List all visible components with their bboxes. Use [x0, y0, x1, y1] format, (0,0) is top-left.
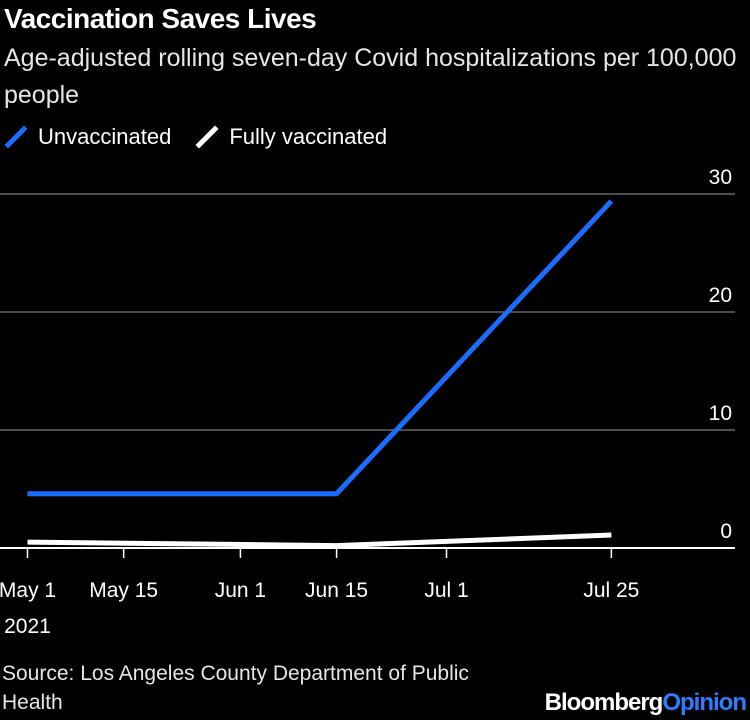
- legend-label-unvaccinated: Unvaccinated: [38, 124, 172, 149]
- series-lines: [27, 199, 614, 549]
- x-axis-ticks: May 1 2021 May 15 Jun 1 Jun 15 Jul 1 Jul 25: [0, 548, 639, 638]
- x-tick-label: Jul 1: [424, 579, 468, 602]
- x-tick-label: May 1: [0, 579, 56, 602]
- chart-title: Vaccination Saves Lives: [4, 3, 317, 34]
- x-tick-sublabel: 2021: [4, 615, 51, 638]
- series-line-fully-vaccinated: [27, 532, 612, 549]
- series-line-unvaccinated: [27, 199, 614, 497]
- legend-label-fully-vaccinated: Fully vaccinated: [229, 124, 388, 149]
- y-tick-label: 0: [720, 520, 732, 543]
- x-tick-label: Jun 15: [305, 579, 368, 602]
- gridlines: [0, 193, 735, 549]
- legend: Unvaccinated Fully vaccinated: [4, 124, 411, 150]
- chart-subtitle: Age-adjusted rolling seven-day Covid hos…: [4, 44, 737, 109]
- y-tick-label: 20: [709, 284, 732, 307]
- x-tick-label: Jun 1: [215, 579, 266, 602]
- y-axis-ticks: 0 10 20 30: [709, 166, 732, 543]
- legend-swatch-fully-vaccinated: [195, 125, 219, 149]
- x-tick-label: May 15: [89, 579, 158, 602]
- source-note: Source: Los Angeles County Department of…: [2, 662, 469, 714]
- legend-item-fully-vaccinated: Fully vaccinated: [195, 124, 387, 150]
- y-tick-label: 10: [709, 402, 732, 425]
- bloomberg-opinion-logo: BloombergOpinion: [544, 689, 747, 716]
- legend-item-unvaccinated: Unvaccinated: [4, 124, 171, 150]
- x-tick-label: Jul 25: [583, 579, 639, 602]
- legend-swatch-unvaccinated: [4, 125, 28, 149]
- y-tick-label: 30: [709, 166, 732, 189]
- line-chart: 0 10 20 30 May 1 2021 May 15 Jun 1 Jun 15 Jul 1 J…: [0, 166, 735, 638]
